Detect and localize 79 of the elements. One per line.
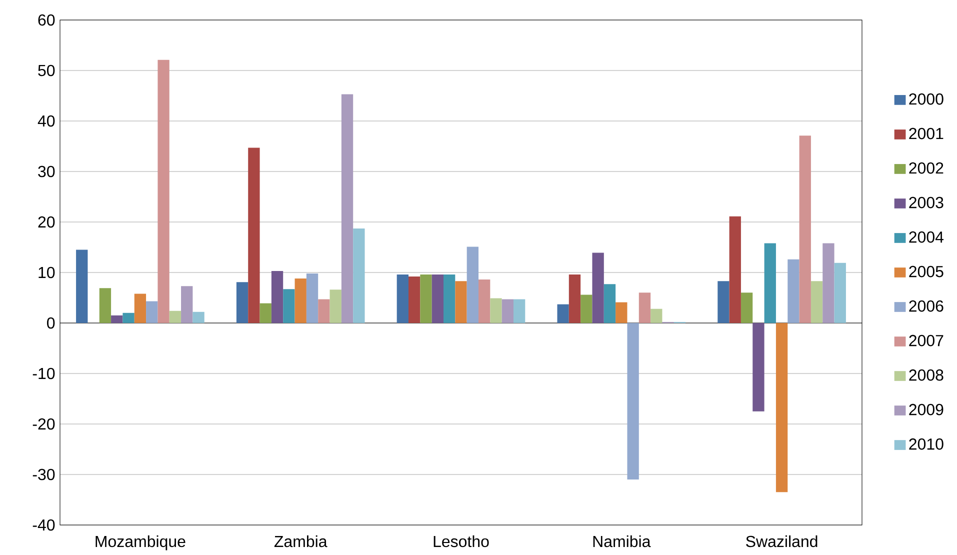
bar	[111, 315, 123, 323]
bar	[330, 290, 342, 323]
bar	[799, 136, 811, 323]
bar	[408, 276, 420, 323]
bar	[341, 94, 354, 323]
y-tick-label: 40	[38, 115, 55, 127]
bar	[616, 302, 628, 323]
bar	[248, 148, 260, 323]
bar	[353, 228, 365, 323]
bar	[490, 298, 502, 323]
bar	[444, 274, 456, 323]
bar	[420, 274, 432, 323]
bar	[271, 270, 284, 323]
bar	[810, 281, 823, 323]
y-tick-label: 30	[38, 166, 55, 178]
legend-label: 2003	[909, 196, 944, 208]
bar	[568, 274, 581, 323]
bar	[146, 301, 158, 323]
bar	[580, 294, 592, 323]
bar	[478, 280, 490, 323]
bar	[192, 312, 204, 323]
bar	[169, 310, 182, 323]
legend-label: 2009	[909, 404, 944, 416]
legend-label: 2006	[909, 300, 944, 312]
bar	[134, 294, 146, 323]
legend-label: 2002	[909, 162, 944, 174]
y-tick-label: 10	[38, 266, 55, 278]
bar	[604, 284, 616, 323]
bar	[181, 286, 193, 323]
y-tick-label: -40	[32, 519, 55, 531]
y-tick-label: 60	[38, 14, 55, 26]
x-tick-label: Namibia	[593, 535, 651, 548]
y-tick-label: -30	[32, 468, 55, 480]
bar	[788, 259, 800, 323]
bar	[466, 246, 478, 323]
bar	[396, 274, 409, 323]
bar	[729, 216, 741, 323]
bar	[752, 322, 764, 412]
legend-label: 2005	[909, 266, 944, 278]
x-tick-label: Swaziland	[746, 535, 818, 548]
bar	[776, 322, 788, 492]
legend-label: 2008	[909, 369, 944, 381]
bar	[557, 304, 569, 323]
bar	[76, 250, 88, 323]
bar	[318, 299, 330, 323]
bar	[834, 262, 846, 323]
x-tick-label: Mozambique	[96, 535, 186, 550]
bar	[638, 292, 651, 323]
bar	[122, 312, 134, 323]
legend-label: 2010	[909, 438, 944, 450]
x-tick-label: Lesotho	[434, 535, 489, 548]
bar	[822, 243, 834, 323]
bar	[294, 278, 306, 323]
bar	[718, 281, 730, 323]
bar	[283, 289, 295, 323]
y-tick-label: 20	[38, 216, 55, 228]
bar	[627, 322, 639, 480]
legend-label: 2007	[909, 334, 944, 346]
y-tick-label: 0	[47, 317, 55, 329]
bar	[158, 60, 170, 323]
bar	[432, 274, 444, 323]
x-tick-label: Zambia	[274, 535, 328, 548]
bar	[740, 292, 753, 323]
y-tick-label: 50	[38, 64, 55, 76]
bar	[764, 243, 776, 323]
legend-label: 2001	[909, 128, 944, 140]
bar	[502, 299, 514, 323]
y-tick-label: -20	[32, 418, 55, 430]
bar	[306, 273, 318, 323]
y-tick-label: -10	[32, 368, 55, 380]
bar	[650, 308, 662, 323]
bar	[455, 281, 467, 323]
bar	[260, 303, 272, 323]
bar	[592, 252, 604, 323]
bar	[236, 282, 248, 323]
legend-label: 2000	[909, 93, 944, 105]
bar	[513, 299, 526, 323]
bar	[99, 288, 112, 323]
legend-label: 2004	[909, 231, 944, 243]
